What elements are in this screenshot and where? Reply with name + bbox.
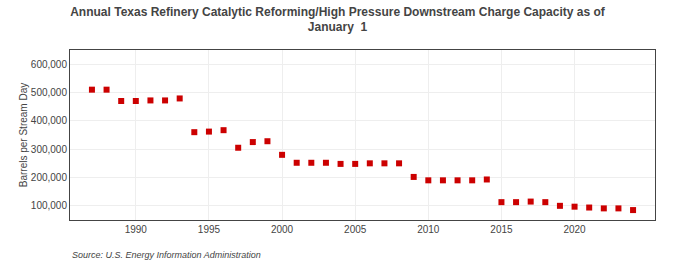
svg-text:600,000: 600,000 (31, 59, 68, 70)
svg-text:1990: 1990 (125, 224, 148, 235)
svg-text:Annual Texas Refinery Catalyti: Annual Texas Refinery Catalytic Reformin… (70, 5, 606, 35)
svg-text:300,000: 300,000 (31, 144, 68, 155)
svg-text:200,000: 200,000 (31, 172, 68, 183)
svg-text:2005: 2005 (344, 224, 367, 235)
svg-text:2000: 2000 (271, 224, 294, 235)
svg-text:2020: 2020 (563, 224, 586, 235)
svg-text:2010: 2010 (417, 224, 440, 235)
svg-text:Barrels per Stream Day: Barrels per Stream Day (18, 83, 29, 187)
svg-text:2015: 2015 (490, 224, 513, 235)
svg-text:500,000: 500,000 (31, 87, 68, 98)
svg-text:400,000: 400,000 (31, 115, 68, 126)
svg-text:1995: 1995 (198, 224, 221, 235)
svg-text:100,000: 100,000 (31, 200, 68, 211)
svg-text:Source: U.S. Energy Informatio: Source: U.S. Energy Information Administ… (72, 250, 261, 260)
